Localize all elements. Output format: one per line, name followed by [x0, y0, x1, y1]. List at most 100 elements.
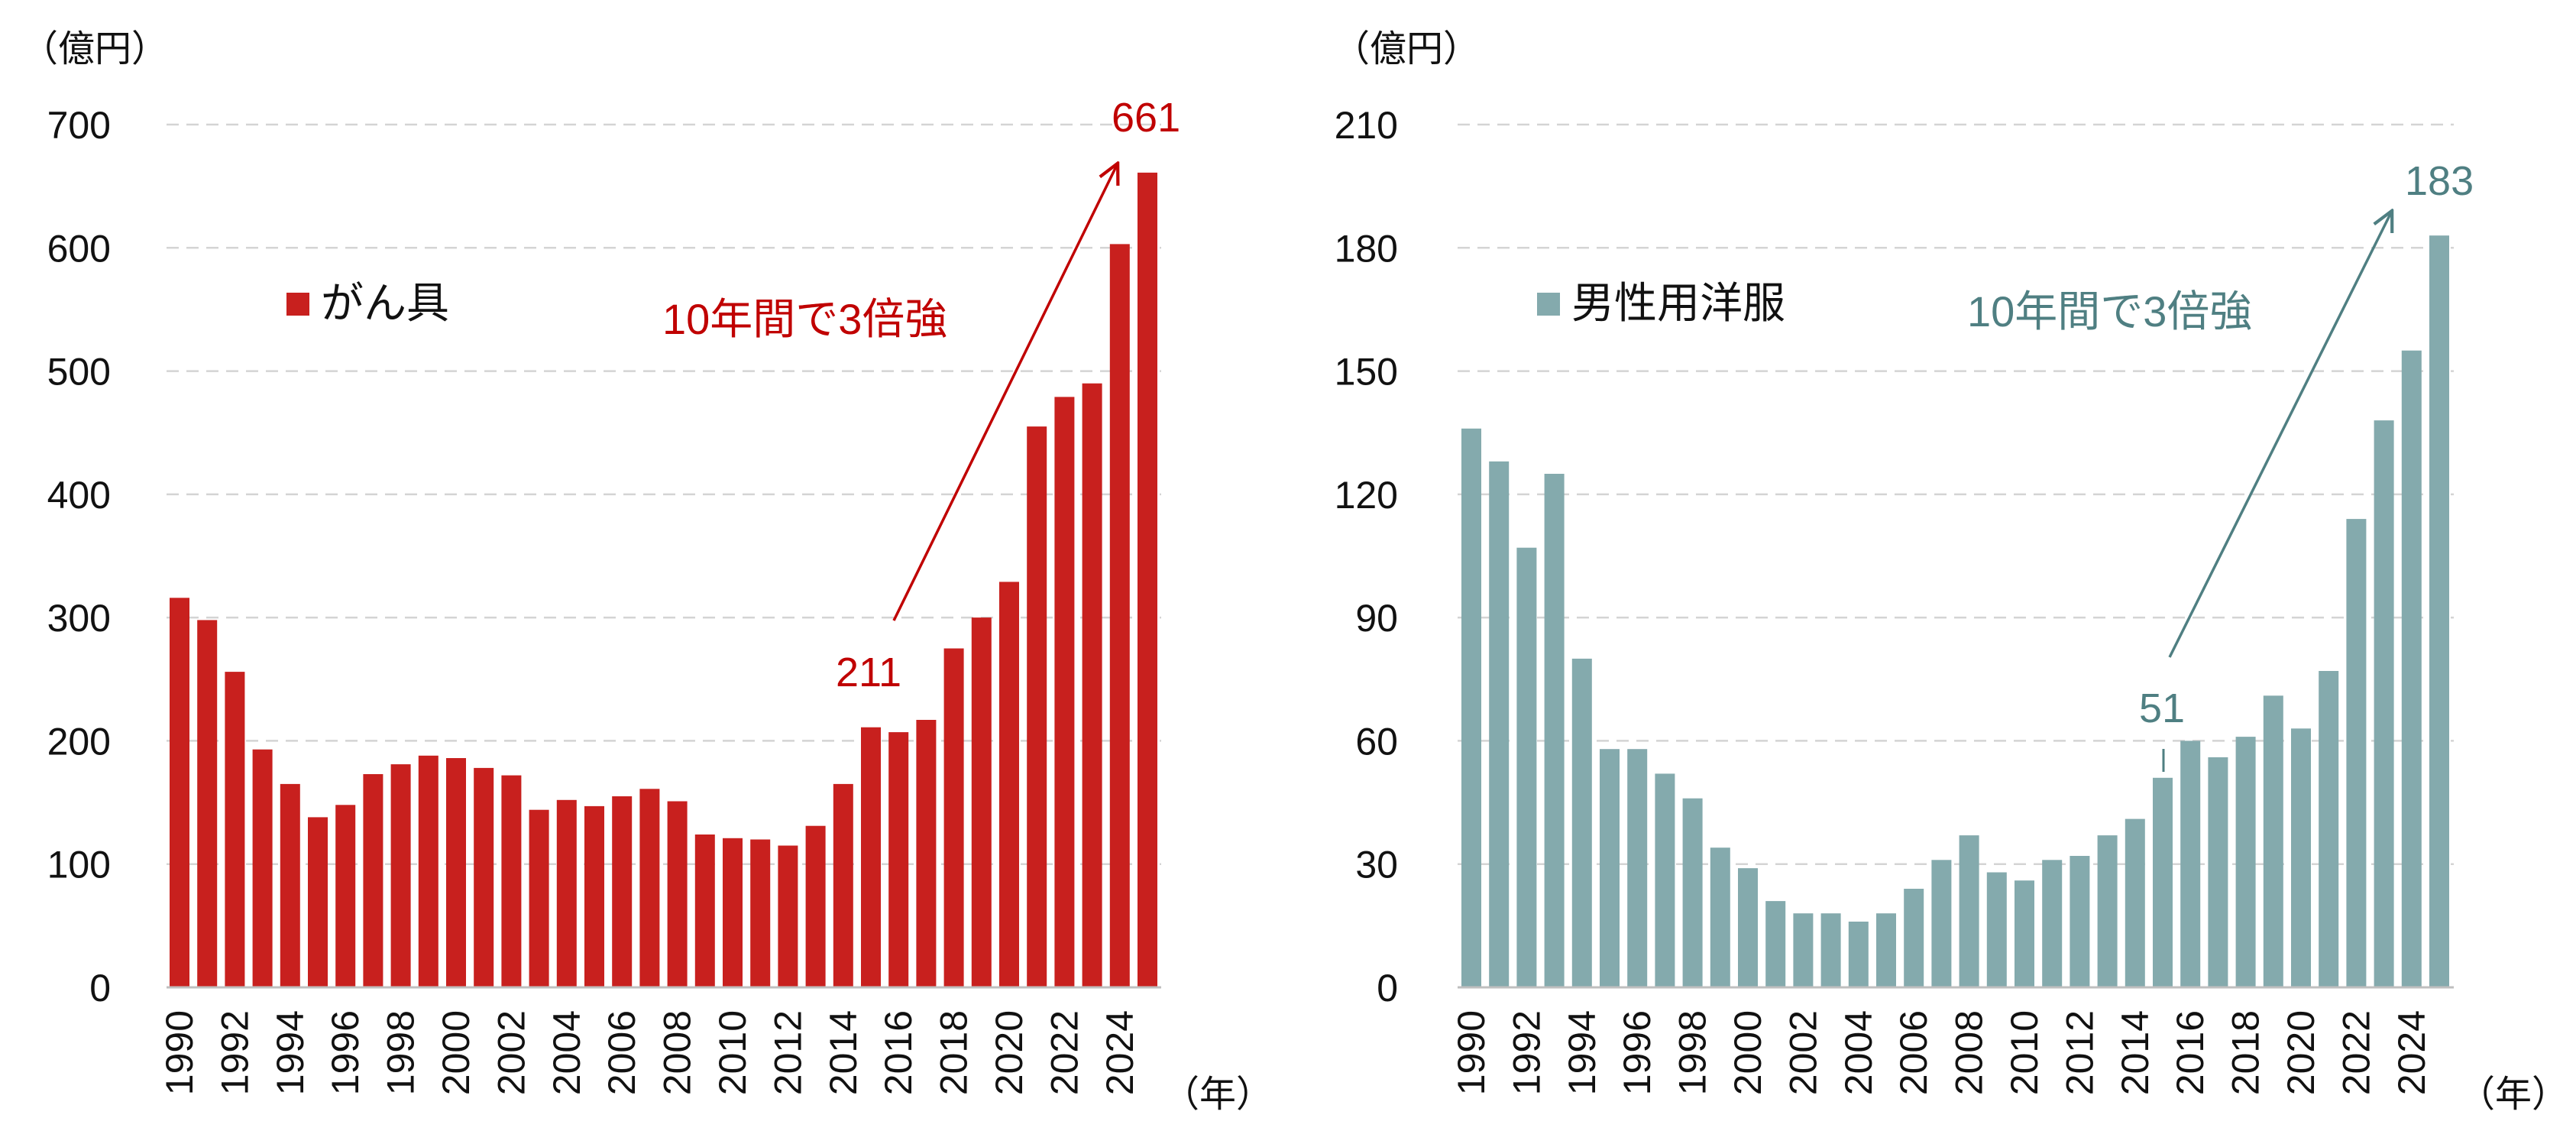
y-tick-label: 500 [47, 351, 111, 394]
x-tick-label: 2014 [2114, 1010, 2157, 1095]
bar-1991 [197, 620, 218, 987]
bar-2020 [2291, 728, 2311, 987]
bar-2020 [999, 582, 1019, 987]
x-tick-label: 2024 [1099, 1010, 1141, 1095]
bar-2001 [474, 767, 494, 987]
x-tick-label: 1994 [1561, 1010, 1604, 1095]
left-x-tick-labels: 1990 1992 1994 1996 1998 2000 2002 2004 2006 2008… [158, 1010, 1141, 1095]
bar-2002 [501, 775, 522, 987]
left-legend-swatch [286, 293, 309, 316]
y-tick-label: 150 [1335, 351, 1398, 394]
bar-2025 [1138, 172, 1157, 987]
left-end-value-label: 661 [1112, 95, 1180, 141]
bar-2008 [667, 801, 688, 987]
x-tick-label: 2000 [1727, 1010, 1769, 1095]
right-annotation-text: 10年間で3倍強 [1967, 287, 2252, 335]
right-x-unit-label: （年） [2458, 1074, 2568, 1115]
y-tick-label: 200 [47, 720, 111, 763]
y-tick-label: 700 [47, 104, 111, 147]
x-tick-label: 2004 [545, 1010, 588, 1095]
bar-2012 [2070, 856, 2090, 987]
bar-1996 [1627, 749, 1648, 987]
bar-2023 [1082, 383, 1102, 987]
bar-2025 [2429, 235, 2449, 987]
bar-2016 [2180, 741, 2201, 987]
right-gridlines [1458, 123, 2454, 865]
y-tick-label: 180 [1335, 227, 1398, 270]
x-tick-label: 1992 [1505, 1010, 1548, 1095]
bar-2004 [556, 799, 577, 987]
left-annotation-text: 10年間で3倍強 [662, 295, 947, 343]
right-legend-label: 男性用洋服 [1571, 279, 1785, 327]
y-tick-label: 0 [1377, 967, 1398, 1010]
bar-2021 [2319, 671, 2339, 987]
bar-2015 [2153, 777, 2173, 987]
bar-2014 [2125, 818, 2145, 987]
x-tick-label: 2010 [2003, 1010, 2046, 1095]
left-gridlines [167, 123, 1161, 865]
right-start-value-label: 51 [2139, 685, 2185, 731]
x-tick-label: 2020 [988, 1010, 1031, 1095]
bar-1994 [1571, 658, 1592, 987]
bar-1999 [1710, 847, 1730, 987]
bar-2002 [1793, 913, 1814, 987]
y-tick-label: 120 [1335, 474, 1398, 517]
left-start-value-label: 211 [836, 650, 901, 695]
bar-2024 [2401, 350, 2422, 987]
x-tick-label: 2002 [1782, 1010, 1824, 1095]
bar-1998 [390, 764, 411, 987]
x-tick-label: 2006 [600, 1010, 643, 1095]
y-tick-label: 30 [1355, 844, 1398, 886]
bar-1992 [1516, 547, 1537, 987]
bar-1993 [252, 749, 273, 987]
x-tick-label: 2016 [2169, 1010, 2212, 1095]
bar-2006 [1904, 889, 1924, 987]
bar-1993 [1544, 474, 1565, 987]
right-y-tick-labels: 0 30 60 90 120 150 180 210 [1335, 104, 1398, 1010]
y-tick-label: 300 [47, 597, 111, 640]
x-tick-label: 1994 [269, 1010, 312, 1095]
x-tick-label: 1998 [380, 1010, 422, 1095]
x-tick-label: 2008 [1948, 1010, 1991, 1095]
bar-1996 [335, 805, 356, 987]
bar-1994 [280, 783, 300, 987]
bar-1995 [1600, 749, 1620, 987]
x-tick-label: 2022 [2335, 1010, 2377, 1095]
bar-2000 [446, 758, 466, 987]
y-tick-label: 400 [47, 474, 111, 517]
bar-1997 [1655, 773, 1675, 987]
x-tick-label: 1996 [1616, 1010, 1659, 1095]
bar-2017 [916, 720, 937, 987]
left-y-tick-labels: 0 100 200 300 400 500 600 700 [47, 104, 111, 1010]
bar-1998 [1682, 798, 1703, 987]
bar-2010 [2015, 880, 2034, 987]
bar-2016 [888, 732, 909, 987]
right-end-value-label: 183 [2405, 158, 2474, 204]
bar-2008 [1959, 835, 1979, 987]
bar-2019 [2263, 695, 2283, 987]
bar-2015 [861, 727, 881, 987]
x-tick-label: 2018 [933, 1010, 976, 1095]
bar-2019 [971, 617, 992, 987]
x-tick-label: 2002 [490, 1010, 532, 1095]
bar-2004 [1848, 922, 1869, 987]
bar-2013 [2097, 835, 2118, 987]
bar-2011 [2042, 860, 2063, 987]
x-tick-label: 2004 [1837, 1010, 1880, 1095]
x-tick-label: 2020 [2280, 1010, 2322, 1095]
bar-2021 [1027, 426, 1047, 987]
x-tick-label: 1996 [324, 1010, 367, 1095]
y-tick-label: 90 [1355, 597, 1398, 640]
right-unit-label: （億円） [1333, 29, 1480, 70]
bar-2011 [750, 839, 771, 987]
bar-1997 [363, 774, 383, 987]
bar-2000 [1738, 868, 1758, 987]
left-bars [170, 172, 1157, 987]
y-tick-label: 60 [1355, 720, 1398, 763]
x-tick-label: 2014 [822, 1010, 865, 1095]
x-tick-label: 2024 [2390, 1010, 2433, 1095]
bar-1991 [1489, 461, 1510, 987]
